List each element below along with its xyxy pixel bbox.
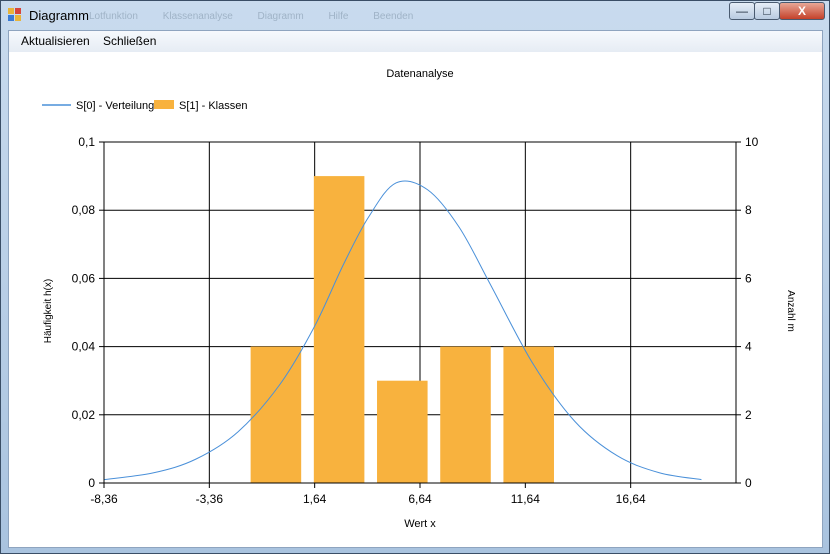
y-right-tick-label: 6 [745,271,752,285]
y-left-tick-label: 0,02 [72,408,96,422]
menu-item-aktualisieren[interactable]: Aktualisieren [21,34,90,48]
chart-title: Datenanalyse [386,68,453,80]
y-left-tick-label: 0,04 [72,340,96,354]
ghost-menu-item: Lotfunktion [89,11,138,22]
y-axis-right-label: Anzahl m [785,290,796,332]
y-left-tick-label: 0 [88,476,95,490]
y-left-tick-label: 0,06 [72,271,96,285]
x-tick-label: -8,36 [90,492,118,506]
x-tick-label: 6,64 [408,492,432,506]
ghost-menu-item: Klassenanalyse [162,11,233,22]
ghost-menu-item: Diagramm [257,11,304,22]
x-tick-label: 1,64 [303,492,327,506]
bar-klassen [440,346,491,483]
series-line-verteilung [103,180,702,481]
x-tick-label: -3,36 [196,492,224,506]
bar-klassen [503,346,554,483]
x-tick-label: 11,64 [511,492,540,506]
x-axis-label: Wert x [404,518,436,530]
y-left-tick-label: 0,08 [72,203,96,217]
y-right-tick-label: 0 [745,476,752,490]
client-area: Aktualisieren Schließen -8,36 -3,36 1,64 6,… [8,30,823,548]
y-axis-left-label: Häufigkeit h(x) [43,279,54,343]
title-bar[interactable]: Diagramm Lotfunktion Klassenanalyse Diag… [1,1,829,29]
bar-klassen [377,380,428,483]
close-button[interactable]: X [779,2,825,20]
menu-item-schliessen[interactable]: Schließen [103,34,157,48]
bar-klassen [250,346,302,483]
minimize-button[interactable]: — [729,2,755,20]
legend: S[0] - Verteilung S[1] - Klassen [42,100,247,112]
maximize-button[interactable]: □ [754,2,780,20]
chart: -8,36 -3,36 1,64 6,64 11,64 16,64 0 0 0,02 2 0,04 4… [42,68,796,530]
bar-klassen [313,176,365,483]
ghost-menu-item: Hilfe [328,11,349,22]
y-left-tick-label: 0,1 [78,135,95,149]
y-right-tick-label: 8 [745,203,752,217]
x-tick-label: 16,64 [616,492,646,506]
ghost-menu-item: Beenden [373,11,414,22]
y-right-tick-label: 4 [745,340,752,354]
menu-bar: Aktualisieren Schließen [9,31,822,52]
legend-bar-swatch [154,100,174,109]
legend-label-verteilung: S[0] - Verteilung [76,100,154,112]
y-right-tick-label: 2 [745,408,752,422]
y-right-tick-label: 10 [745,135,759,149]
legend-label-klassen: S[1] - Klassen [179,100,247,112]
ghost-menu: Lotfunktion Klassenanalyse Diagramm Hilf… [89,11,435,22]
app-icon [8,8,22,22]
window-title: Diagramm [29,8,89,23]
